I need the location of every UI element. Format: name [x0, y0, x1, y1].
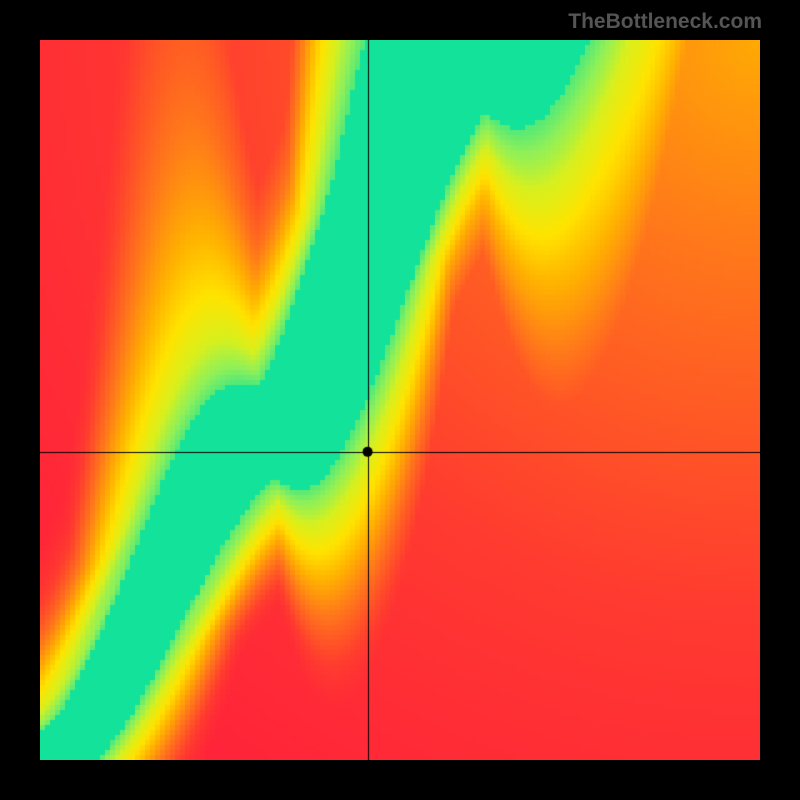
- watermark-text: TheBottleneck.com: [568, 10, 762, 34]
- chart-container: TheBottleneck.com: [0, 0, 800, 800]
- bottleneck-heatmap: [40, 40, 760, 760]
